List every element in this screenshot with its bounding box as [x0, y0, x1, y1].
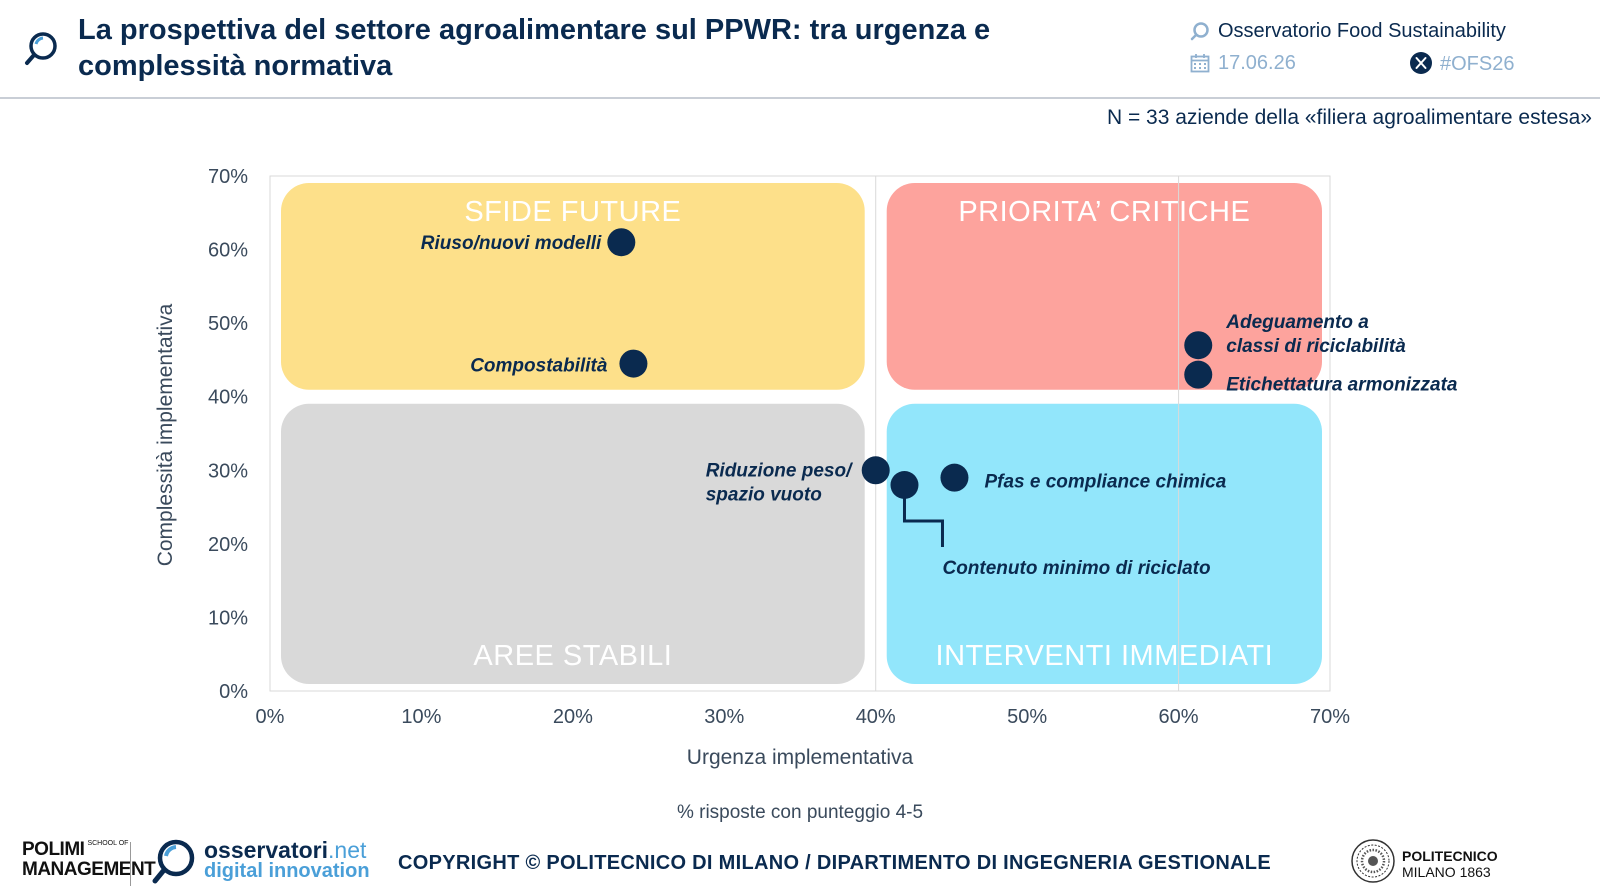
header-divider: [0, 97, 1600, 99]
hashtag-label: #OFS26: [1410, 52, 1514, 76]
osservatori-sub: digital innovation: [204, 860, 370, 882]
quadrant-label: INTERVENTI IMMEDIATI: [936, 640, 1274, 672]
observatory-name: Osservatorio Food Sustainability: [1218, 20, 1506, 42]
quadrant-label: SFIDE FUTURE: [464, 196, 681, 228]
copyright: COPYRIGHT © POLITECNICO DI MILANO / DIPA…: [398, 852, 1271, 874]
y-tick-label: 20%: [208, 534, 248, 556]
date-label: 17.06.26: [1190, 52, 1296, 75]
hashtag: #OFS26: [1440, 53, 1515, 75]
point-label: Contenuto minimo di riciclato: [942, 558, 1210, 579]
y-axis-label: Complessità implementativa: [154, 303, 177, 566]
osservatori-name: osservatori: [204, 837, 329, 863]
point-label: Compostabilità: [470, 356, 608, 377]
osservatori-logo: osservatori.net digital innovation: [152, 838, 370, 889]
y-tick-label: 40%: [208, 387, 248, 409]
politecnico-name: POLITECNICO: [1402, 848, 1498, 864]
magnifier-logo-icon: [25, 32, 57, 65]
page-title: La prospettiva del settore agroalimentar…: [78, 14, 991, 82]
data-point: [607, 228, 636, 257]
data-point: [1184, 331, 1213, 360]
y-tick-label: 0%: [219, 681, 248, 703]
quadrant-4: [886, 403, 1322, 684]
observatory-label: Osservatorio Food Sustainability: [1190, 20, 1506, 43]
x-tick-label: 30%: [704, 706, 744, 728]
point-label: Riuso/nuovi modelli: [421, 233, 602, 254]
quadrant-label: AREE STABILI: [473, 640, 672, 672]
quadrant-3: [281, 403, 865, 684]
x-tick-label: 60%: [1159, 706, 1199, 728]
politecnico-logo: POLITECNICO MILANO 1863: [1350, 838, 1498, 889]
quadrant-1: [281, 183, 865, 390]
politecnico-seal-icon: [1351, 839, 1395, 883]
footer-separator: [130, 842, 131, 886]
point-label: Adeguamento a classi di riciclabilità: [1225, 312, 1406, 357]
x-axis-label: Urgenza implementativa: [687, 746, 914, 769]
y-tick-label: 10%: [208, 607, 248, 629]
x-tick-label: 10%: [401, 706, 441, 728]
event-date: 17.06.26: [1218, 52, 1296, 74]
chart-footnote: % risposte con punteggio 4-5: [676, 802, 924, 823]
point-label: Pfas e compliance chimica: [984, 472, 1226, 493]
point-label: Riduzione peso/spazio vuoto: [706, 460, 853, 505]
observatory-icon: [1190, 22, 1209, 41]
x-tick-label: 20%: [553, 706, 593, 728]
y-tick-label: 50%: [208, 313, 248, 335]
plot-frame: [269, 175, 1331, 692]
x-tick-label: 40%: [856, 706, 896, 728]
scatter-chart: SFIDE FUTURE PRIORITA’ CRITICHE AREE STABI…: [154, 166, 1458, 769]
data-point: [940, 463, 969, 492]
sample-note: N = 33 aziende della «filiera agroalimen…: [1106, 106, 1592, 129]
leader-line: [902, 485, 944, 547]
x-tick-label: 0%: [256, 706, 285, 728]
x-tick-label: 70%: [1310, 706, 1350, 728]
y-tick-label: 60%: [208, 240, 248, 262]
data-point: [890, 471, 919, 499]
y-tick-label: 30%: [208, 460, 248, 482]
polimi-management: MANAGEMENT: [22, 859, 156, 880]
point-label: Etichettatura armonizzata: [1226, 375, 1458, 396]
calendar-icon: [1190, 54, 1210, 73]
data-point: [861, 456, 890, 485]
osservatori-tld: .net: [328, 837, 367, 863]
x-tick-label: 50%: [1007, 706, 1047, 728]
quadrant-label: PRIORITA’ CRITICHE: [958, 196, 1250, 228]
y-tick-label: 70%: [208, 166, 248, 188]
x-logo-icon: [1410, 52, 1432, 74]
quadrant-2: [886, 183, 1322, 390]
data-point: [619, 349, 648, 378]
data-point: [1184, 360, 1213, 389]
polimi-logo: POLIMI SCHOOL OF MANAGEMENT: [22, 839, 156, 880]
osservatori-magnifier-icon: [152, 839, 195, 884]
politecnico-sub: MILANO 1863: [1402, 864, 1491, 880]
polimi-word: POLIMI: [22, 839, 85, 860]
polimi-school: SCHOOL OF: [87, 840, 129, 847]
